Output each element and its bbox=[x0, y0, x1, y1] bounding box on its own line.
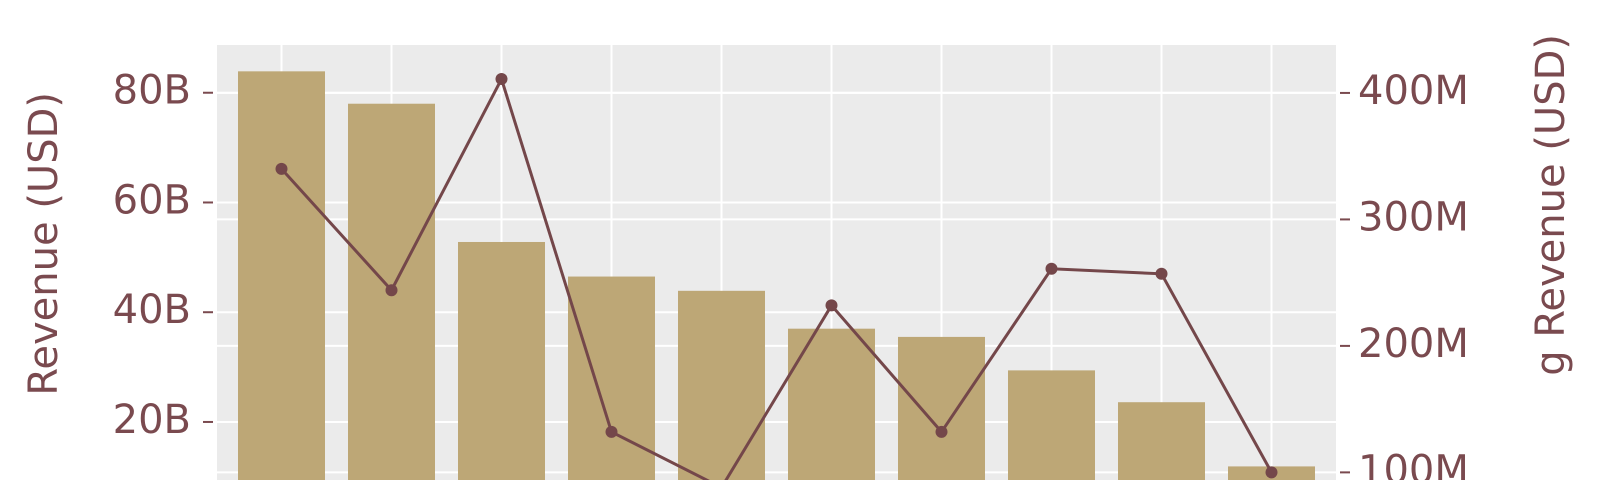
y-tick-label: 40B bbox=[113, 287, 191, 333]
bar bbox=[678, 290, 765, 480]
bar bbox=[238, 71, 325, 480]
line-point bbox=[495, 73, 508, 86]
bar bbox=[568, 276, 655, 480]
y-tick-label: 80B bbox=[113, 68, 191, 114]
line bbox=[280, 75, 1273, 480]
y2-axis-label: g Revenue (USD) bbox=[1528, 34, 1574, 376]
bar bbox=[788, 328, 875, 480]
y2-tick-label: 300M bbox=[1358, 194, 1469, 240]
bar bbox=[1008, 370, 1095, 480]
y2-tick-label: 400M bbox=[1358, 68, 1469, 114]
y2-tick-label: 200M bbox=[1358, 321, 1469, 367]
line-point bbox=[1265, 466, 1278, 479]
line-point bbox=[385, 284, 398, 297]
y-axis-label: Revenue (USD) bbox=[21, 92, 67, 396]
line-point bbox=[275, 162, 288, 175]
line-point bbox=[605, 425, 618, 438]
line-point bbox=[1155, 267, 1168, 280]
line-point bbox=[825, 299, 838, 312]
bar bbox=[458, 241, 545, 480]
line-point bbox=[935, 425, 948, 438]
y-tick-label: 60B bbox=[113, 177, 191, 223]
y-tick-label: 20B bbox=[113, 397, 191, 443]
bar bbox=[1118, 402, 1205, 480]
bar bbox=[898, 336, 985, 480]
line-point bbox=[1045, 262, 1058, 275]
y2-tick-label: 100M bbox=[1358, 447, 1469, 480]
